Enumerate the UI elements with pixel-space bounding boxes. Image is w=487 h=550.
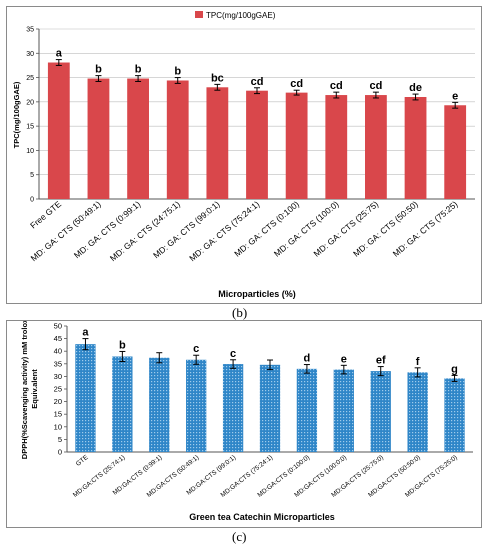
y-tick-label: 5 xyxy=(30,172,34,179)
bar xyxy=(333,369,354,452)
bar xyxy=(259,364,281,452)
significance-letter: b xyxy=(174,66,181,78)
y-tick-label: 40 xyxy=(54,347,62,356)
significance-letter: f xyxy=(416,356,420,368)
legend-swatch xyxy=(195,11,203,18)
bar xyxy=(149,357,170,452)
y-tick-label: 35 xyxy=(26,27,34,34)
y-tick-label: 25 xyxy=(26,75,34,82)
bar xyxy=(404,97,427,199)
bar xyxy=(222,364,244,452)
legend-label: TPC(mg/100gGAE) xyxy=(206,11,276,20)
bar xyxy=(246,90,268,199)
x-category-label: MD: GA: CTS (24:75:1) xyxy=(108,199,182,264)
bar xyxy=(127,78,149,199)
bar xyxy=(296,368,318,452)
y-tick-label: 10 xyxy=(54,422,62,431)
y-tick-label: 30 xyxy=(54,372,62,381)
y-tick-label: 0 xyxy=(58,448,62,457)
y-tick-label: 50 xyxy=(54,322,62,331)
y-axis-title: DPPH(%Scavenging activity) mM troloxEqui… xyxy=(20,321,39,459)
y-tick-label: 35 xyxy=(54,359,62,368)
significance-letter: e xyxy=(341,353,347,365)
bar xyxy=(47,62,70,200)
x-category-label: MD: GA: CTS (75:25) xyxy=(391,199,460,259)
significance-letter: cd xyxy=(330,80,343,92)
x-category-label: MD: GA: CTS (0:100) xyxy=(232,199,301,259)
bar xyxy=(206,87,229,199)
significance-letter: cd xyxy=(290,78,303,90)
significance-letter: c xyxy=(230,348,236,360)
bar xyxy=(444,378,465,452)
x-category-label: MD: GA: CTS (50:49:1) xyxy=(29,199,103,264)
bar xyxy=(407,372,428,452)
significance-letter: b xyxy=(95,64,102,76)
bar xyxy=(112,356,133,452)
significance-letter: bc xyxy=(211,72,224,84)
bar xyxy=(166,80,189,199)
significance-letter: cd xyxy=(251,76,264,88)
significance-letter: a xyxy=(82,327,89,339)
bar xyxy=(444,105,467,199)
y-tick-label: 20 xyxy=(54,397,62,406)
y-tick-label: 15 xyxy=(54,410,62,419)
significance-letter: b xyxy=(135,64,142,76)
bar xyxy=(75,344,96,452)
significance-letter: de xyxy=(409,82,422,94)
bar xyxy=(370,371,391,452)
x-category-label: MD: GA: CTS (75:24:1) xyxy=(187,199,261,264)
x-category-label: MD: GA: CTS (99:0:1) xyxy=(151,199,222,261)
y-axis-title: TPC(mg/100gGAE) xyxy=(12,81,21,148)
x-axis-title: Green tea Catechin Microparticles xyxy=(189,512,335,522)
y-tick-label: 30 xyxy=(26,51,34,58)
x-category-label: GTE xyxy=(75,454,90,468)
bar xyxy=(87,78,110,199)
x-axis-title: Microparticles (%) xyxy=(218,289,296,299)
caption-b: (b) xyxy=(232,305,248,320)
significance-letter: g xyxy=(451,363,458,375)
significance-letter: ef xyxy=(376,355,386,367)
y-tick-label: 45 xyxy=(54,334,62,343)
y-tick-label: 25 xyxy=(54,385,62,394)
significance-letter: d xyxy=(304,353,311,365)
significance-letter: cd xyxy=(369,80,382,92)
caption-c: (c) xyxy=(232,529,247,544)
bar xyxy=(186,359,207,452)
y-tick-label: 15 xyxy=(26,124,34,131)
chart-panel-c: 0 5 10 15 20 25 30 35 40 45 50 a GTE b MD:GA:CTS (25:7… xyxy=(6,318,482,528)
bar xyxy=(325,95,348,199)
x-category-label: MD: GA: CTS (25:75) xyxy=(312,199,381,259)
x-category-label: MD: GA: CTS (100:0) xyxy=(272,199,341,259)
chart-panel-b: 0 5 10 15 20 25 30 35 a Free GTE b MD: GA: CTS (50:… xyxy=(6,6,482,304)
y-tick-label: 10 xyxy=(26,148,34,155)
y-tick-label: 0 xyxy=(30,197,34,204)
significance-letter: b xyxy=(119,339,126,351)
x-category-label: MD: GA: CTS (0:99:1) xyxy=(72,199,143,261)
x-category-label: MD: GA: CTS (50:50) xyxy=(351,199,420,259)
bar xyxy=(285,92,308,199)
significance-letter: a xyxy=(56,48,63,60)
y-tick-label: 20 xyxy=(26,99,34,106)
significance-letter: c xyxy=(193,343,199,355)
significance-letter: e xyxy=(452,90,458,102)
bar xyxy=(365,95,387,199)
y-tick-label: 5 xyxy=(58,435,62,444)
